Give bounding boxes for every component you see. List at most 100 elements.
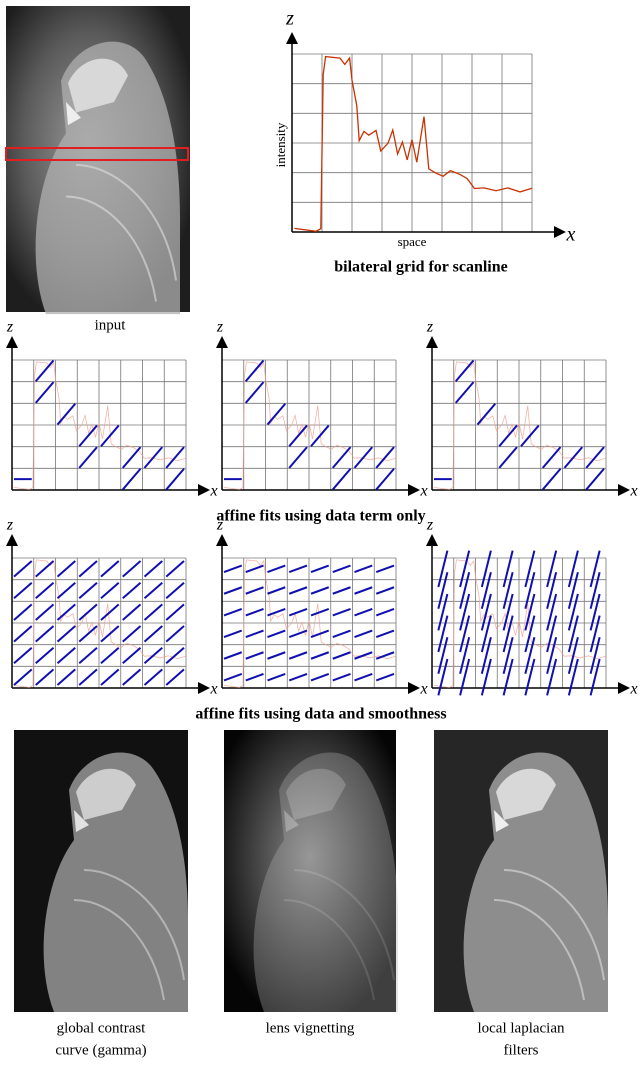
scanline — [433, 559, 607, 688]
affine-fit — [567, 572, 579, 609]
affine-fit — [245, 586, 264, 595]
affine-fit — [100, 646, 120, 665]
affine-fit — [541, 468, 562, 491]
affine-fit — [288, 651, 308, 660]
affine-fit — [585, 468, 605, 491]
affine-panel: zx — [426, 517, 638, 698]
affine-fit — [223, 564, 243, 574]
affine-fit — [56, 646, 76, 665]
arrowhead — [408, 682, 420, 694]
affine-fit — [78, 646, 98, 665]
affine-fit — [288, 564, 308, 574]
affine-fit — [459, 658, 471, 696]
result-caption: global contrast — [57, 1020, 147, 1036]
affine-fit — [437, 572, 449, 609]
result-caption: curve (gamma) — [55, 1042, 146, 1058]
affine-fit — [288, 586, 308, 595]
affine-fit — [437, 615, 449, 653]
affine-fit — [310, 607, 330, 617]
arrowhead — [426, 534, 438, 546]
affine-fit — [267, 586, 286, 595]
affine-fit — [567, 615, 579, 653]
affine-panel: zx — [6, 517, 218, 698]
affine-fit — [223, 586, 243, 595]
affine-fit — [375, 651, 395, 660]
affine-fit — [459, 593, 471, 631]
affine-fit — [56, 403, 77, 426]
scanline — [223, 361, 397, 490]
affine-fit — [245, 651, 264, 660]
affine-fit — [165, 560, 185, 578]
affine-fit — [589, 637, 601, 674]
scanline — [223, 559, 397, 688]
affine-fit — [100, 625, 120, 643]
affine-fit — [100, 560, 120, 578]
affine-fit — [122, 668, 142, 686]
affine-fit — [121, 468, 142, 491]
affine-fit — [589, 658, 601, 696]
affine-fit — [245, 607, 264, 617]
affine-fit — [143, 625, 163, 643]
affine-fit — [78, 625, 98, 643]
affine-fit — [267, 607, 286, 617]
affine-fit — [13, 560, 33, 578]
affine-fit — [288, 672, 308, 682]
y-label: intensity — [273, 122, 288, 167]
affine-fit — [437, 593, 449, 631]
affine-fit — [288, 424, 308, 447]
arrowhead — [216, 336, 228, 348]
affine-fit — [498, 424, 518, 447]
arrowhead — [426, 336, 438, 348]
affine-panel: zx — [6, 319, 218, 500]
affine-fit — [498, 446, 518, 469]
affine-fit — [332, 651, 351, 660]
affine-fit — [459, 637, 471, 674]
affine-fit — [245, 672, 264, 682]
affine-fit — [480, 637, 492, 674]
affine-fit — [502, 615, 514, 653]
affine-fit — [332, 586, 351, 595]
scanline — [13, 559, 187, 688]
affine-fit — [502, 593, 514, 631]
affine-fit — [122, 603, 142, 621]
affine-fit — [567, 658, 579, 696]
affine-fit — [502, 637, 514, 674]
affine-fit — [520, 424, 540, 447]
affine-fit — [331, 468, 352, 491]
affine-fit — [165, 668, 185, 686]
affine-fit — [375, 468, 395, 491]
affine-fit — [223, 629, 243, 639]
z-axis-label: z — [216, 517, 224, 534]
affine-fit — [165, 446, 185, 469]
affine-fit — [310, 586, 330, 595]
affine-fit — [354, 586, 373, 595]
affine-fit — [585, 446, 605, 469]
affine-fit — [546, 550, 558, 588]
affine-fit — [165, 646, 185, 665]
affine-panel: zx — [216, 517, 428, 698]
affine-fit — [223, 672, 243, 682]
affine-fit — [288, 446, 308, 469]
affine-fit — [78, 424, 98, 447]
x-axis-label: x — [419, 483, 427, 500]
arrowhead — [286, 32, 298, 44]
x-axis-label: x — [629, 483, 637, 500]
affine-fit — [437, 658, 449, 696]
affine-fit — [267, 672, 286, 682]
affine-fit — [480, 615, 492, 653]
z-axis-label: z — [285, 8, 294, 30]
affine-fit — [35, 560, 55, 578]
affine-fit — [502, 550, 514, 588]
affine-fit — [267, 651, 286, 660]
affine-fit — [567, 593, 579, 631]
affine-fit — [13, 646, 33, 665]
affine-fit — [100, 424, 120, 447]
affine-fit — [165, 603, 185, 621]
affine-fit — [13, 625, 33, 643]
affine-fit — [480, 658, 492, 696]
affine-fit — [546, 658, 558, 696]
affine-fit — [244, 359, 265, 382]
affine-fit — [524, 572, 536, 609]
